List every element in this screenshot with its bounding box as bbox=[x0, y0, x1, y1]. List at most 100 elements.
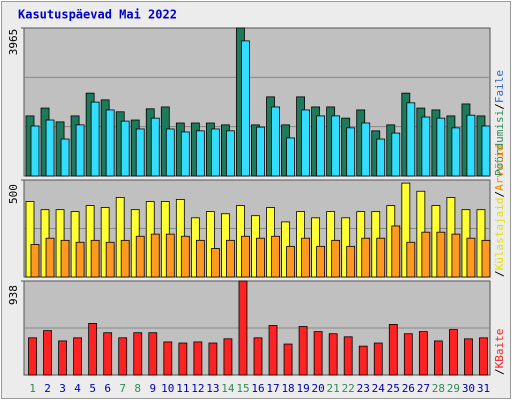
bar bbox=[30, 244, 40, 278]
legend: /KBaite bbox=[493, 329, 506, 375]
bar bbox=[73, 337, 83, 376]
y-tick-label: 938 bbox=[7, 285, 20, 305]
bar bbox=[451, 127, 461, 177]
legend-entry: Arvutid bbox=[493, 145, 506, 191]
bar bbox=[60, 138, 70, 177]
bar bbox=[148, 332, 158, 376]
x-tick-label: 31 bbox=[477, 382, 490, 395]
bar bbox=[45, 119, 55, 177]
bar bbox=[256, 237, 265, 278]
x-tick-label: 21 bbox=[327, 382, 340, 395]
bar bbox=[343, 336, 353, 376]
bar bbox=[208, 342, 218, 376]
bar bbox=[165, 128, 175, 177]
bar bbox=[316, 115, 326, 177]
x-tick-label: 1 bbox=[29, 382, 36, 395]
bar bbox=[466, 114, 476, 177]
bar bbox=[241, 40, 250, 177]
bar bbox=[195, 239, 205, 278]
x-tick-label: 26 bbox=[402, 382, 415, 395]
bar bbox=[115, 197, 125, 278]
bar bbox=[105, 241, 115, 278]
bar bbox=[120, 120, 130, 177]
bar bbox=[210, 128, 220, 177]
bar bbox=[436, 117, 446, 177]
x-tick-label: 5 bbox=[89, 382, 96, 395]
bar bbox=[180, 131, 190, 177]
legend: Pöördumisi/Faile bbox=[493, 70, 506, 176]
bar bbox=[301, 237, 310, 278]
bar bbox=[328, 333, 338, 376]
bar bbox=[376, 138, 386, 177]
bar bbox=[391, 132, 401, 177]
bar bbox=[223, 338, 233, 376]
x-tick-label: 3 bbox=[59, 382, 66, 395]
bar bbox=[451, 233, 461, 278]
x-tick-label: 25 bbox=[387, 382, 400, 395]
bar bbox=[331, 239, 341, 278]
bar bbox=[193, 341, 203, 376]
bar bbox=[449, 329, 458, 376]
bar bbox=[331, 115, 341, 177]
bar bbox=[313, 331, 323, 376]
bar bbox=[118, 337, 128, 376]
bar bbox=[75, 241, 85, 278]
bar bbox=[241, 235, 250, 278]
x-tick-label: 17 bbox=[266, 382, 279, 395]
bar bbox=[25, 201, 35, 278]
y-tick-label: 3965 bbox=[7, 29, 20, 56]
bar bbox=[376, 237, 386, 278]
legend-entry: KBaite bbox=[493, 329, 506, 369]
bar bbox=[60, 239, 70, 278]
x-tick-label: 23 bbox=[357, 382, 370, 395]
bar bbox=[103, 332, 113, 376]
legend-separator: / bbox=[493, 191, 506, 198]
bar bbox=[403, 333, 413, 376]
bar bbox=[481, 239, 491, 278]
legend-separator: / bbox=[493, 368, 506, 375]
x-tick-label: 16 bbox=[251, 382, 264, 395]
x-tick-label: 6 bbox=[104, 382, 111, 395]
bar bbox=[388, 323, 398, 376]
bar bbox=[346, 245, 356, 278]
x-tick-label: 2 bbox=[44, 382, 51, 395]
bar bbox=[180, 235, 190, 278]
bar bbox=[479, 337, 488, 376]
bar bbox=[466, 237, 476, 278]
bar bbox=[464, 338, 473, 376]
x-tick-label: 27 bbox=[417, 382, 430, 395]
bar bbox=[406, 102, 416, 177]
bar bbox=[178, 342, 188, 376]
bar bbox=[271, 106, 280, 177]
x-tick-label: 18 bbox=[281, 382, 294, 395]
x-tick-label: 19 bbox=[296, 382, 309, 395]
bar bbox=[120, 239, 130, 278]
bar bbox=[316, 245, 326, 278]
bar bbox=[391, 225, 401, 278]
bar bbox=[373, 342, 383, 376]
bar bbox=[436, 231, 446, 278]
bar bbox=[286, 137, 295, 177]
x-tick-label: 15 bbox=[236, 382, 249, 395]
bar bbox=[165, 233, 175, 278]
bar bbox=[150, 233, 160, 278]
x-tick-label: 11 bbox=[176, 382, 189, 395]
bar bbox=[421, 231, 431, 278]
chart-title: Kasutuspäevad Mai 2022 bbox=[18, 8, 177, 22]
bar bbox=[346, 127, 356, 177]
y-tick-label: 500 bbox=[7, 184, 20, 204]
legend-separator: / bbox=[493, 103, 506, 110]
bar bbox=[361, 237, 371, 278]
bar bbox=[105, 109, 115, 177]
bar bbox=[253, 337, 263, 376]
bar bbox=[163, 341, 173, 376]
bar bbox=[210, 248, 220, 278]
bar bbox=[75, 124, 85, 177]
x-tick-label: 28 bbox=[432, 382, 445, 395]
bar bbox=[90, 101, 100, 177]
bar bbox=[43, 330, 52, 376]
bar bbox=[418, 331, 428, 376]
bar bbox=[301, 109, 310, 177]
